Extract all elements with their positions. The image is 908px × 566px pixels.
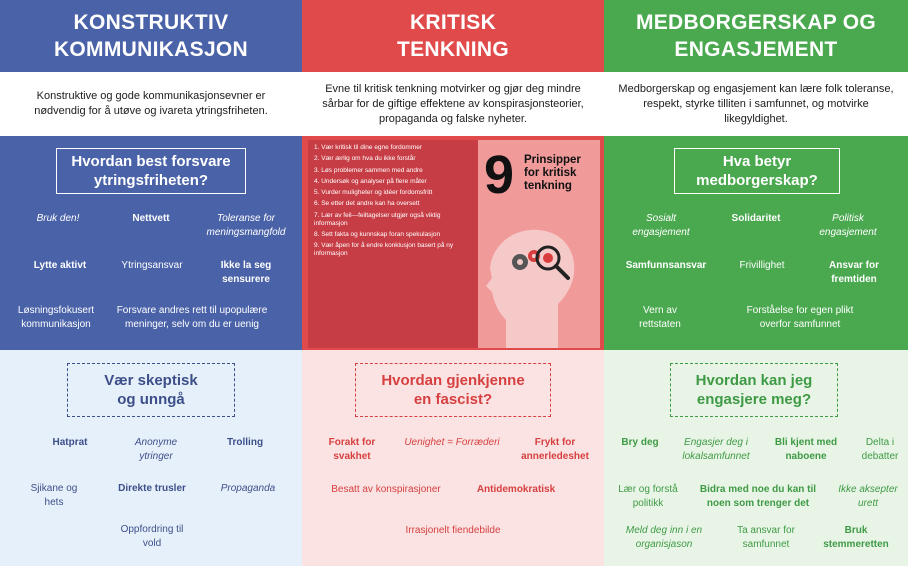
intro-text: Evne til kritisk tenkning motvirker og g… — [302, 72, 604, 136]
item-besatt-konspirasjoner: Besatt av konspirasjoner — [331, 484, 441, 495]
principle-7: 7. Lær av feil—feiltagelser utgjør også … — [314, 211, 441, 227]
column-header: MEDBORGERSKAP OG ENGASJEMENT — [604, 0, 908, 72]
nine-number: 9 — [484, 145, 515, 205]
item-oppfordring-vold: Oppfordring til vold — [120, 524, 184, 549]
item-politisk-engasjement: Politisk engasjement — [819, 213, 877, 238]
item-delta-debatter: Delta i debatter — [861, 437, 899, 462]
item-nettvett: Nettvett — [132, 213, 170, 224]
principles-title: Prinsipper for kritisk tenkning — [524, 154, 581, 192]
section-title-box: Hvordan kan jeg engasjere meg? — [670, 363, 838, 417]
item-bruk-stemmeretten: Bruk stemmeretten — [823, 525, 889, 550]
column-header: KONSTRUKTIV KOMMUNIKASJON — [0, 0, 302, 72]
item-solidaritet: Solidaritet — [731, 213, 781, 224]
item-frivillighet: Frivillighet — [739, 260, 785, 271]
item-meld-deg-inn: Meld deg inn i en organisjason — [625, 525, 703, 550]
item-samfunnsansvar: Samfunnsansvar — [625, 260, 707, 271]
intro-text: Medborgerskap og engasjement kan lære fo… — [604, 72, 908, 136]
principles-illustration-panel: 9 Prinsipper for kritisk tenkning — [478, 140, 600, 348]
item-irrasjonelt-fiendebilde: Irrasjonelt fiendebilde — [405, 525, 501, 536]
middle-section: 1. Vær kritisk til dine egne fordommer 2… — [302, 136, 604, 350]
header-line-1: KONSTRUKTIV — [73, 11, 229, 34]
item-ta-ansvar: Ta ansvar for samfunnet — [737, 525, 795, 550]
item-vern-rettstaten: Vern av rettstaten — [639, 305, 681, 330]
item-engasjer-lokalsamfunnet: Engasjer deg i lokalsamfunnet — [682, 437, 750, 462]
item-bry-deg: Bry deg — [621, 437, 659, 448]
item-forsvare-andres-rett: Forsvare andres rett til upopulære menin… — [116, 305, 268, 330]
section-title: Hvordan kan jeg engasjere meg? — [695, 372, 813, 408]
bottom-section: Vær skeptisk og unngå Hatprat Anonyme yt… — [0, 350, 302, 566]
item-bli-kjent-naboene: Bli kjent med naboene — [774, 437, 838, 462]
principles-list: 1. Vær kritisk til dine egne fordommer 2… — [308, 140, 478, 348]
section-title-box: Hvordan best forsvare ytringsfriheten? — [56, 148, 246, 194]
item-ikke-sensurere: Ikke la seg sensurere — [220, 260, 272, 285]
header-line-2: TENKNING — [396, 38, 510, 61]
magnifier-icon — [535, 245, 570, 280]
item-forakt-svakhet: Forakt for svakhet — [328, 437, 376, 462]
principle-8: 8. Sett fakta og kunnskap foran spekulas… — [314, 231, 441, 239]
item-antidemokratisk: Antidemokratisk — [476, 484, 556, 495]
section-title-box: Hva betyr medborgerskap? — [674, 148, 840, 194]
principle-4: 4. Undersøk og analyser på flere måter — [314, 177, 427, 185]
principle-6: 6. Se etter det andre kan ha oversett — [314, 200, 420, 208]
item-bruk-den: Bruk den! — [36, 213, 80, 224]
header-line-1: MEDBORGERSKAP OG — [635, 11, 877, 34]
header-line-2: KOMMUNIKASJON — [53, 38, 249, 61]
header-line-2: ENGASJEMENT — [674, 38, 838, 61]
head-silhouette-icon — [486, 229, 575, 348]
item-sosialt-engasjement: Sosialt engasjement — [632, 213, 690, 238]
item-ytringsansvar: Ytringsansvar — [121, 260, 183, 271]
section-title: Hva betyr medborgerskap? — [696, 153, 818, 189]
bottom-section: Hvordan gjenkjenne en fascist? Forakt fo… — [302, 350, 604, 566]
principle-2: 2. Vær ærlig om hva du ikke forstår — [314, 155, 416, 163]
item-toleranse: Toleranse for meningsmangfold — [206, 213, 286, 238]
middle-section: Hvordan best forsvare ytringsfriheten? B… — [0, 136, 302, 350]
column-header: KRITISK TENKNING — [302, 0, 604, 72]
item-losningsfokusert: Løsningsfokusert kommunikasjon — [17, 305, 95, 330]
principle-5: 5. Vurder muligheter og idéer fordomsfri… — [314, 189, 433, 197]
principle-1: 1. Vær kritisk til dine egne fordommer — [314, 144, 423, 151]
item-hatprat: Hatprat — [52, 437, 88, 448]
column-kritisk-tenkning: KRITISK TENKNING Evne til kritisk tenkni… — [302, 0, 604, 566]
intro-text: Konstruktive og gode kommunikasjonsevner… — [0, 72, 302, 136]
header-line-1: KRITISK — [409, 11, 497, 34]
section-title: Hvordan gjenkjenne en fascist? — [381, 372, 525, 408]
section-title-box: Hvordan gjenkjenne en fascist? — [355, 363, 551, 417]
principle-9: 9. Vær åpen for å endre konklusjon baser… — [314, 242, 454, 258]
item-trolling: Trolling — [226, 437, 264, 448]
middle-section: Hva betyr medborgerskap? Sosialt engasje… — [604, 136, 908, 350]
item-propaganda: Propaganda — [220, 483, 276, 494]
column-medborgerskap: MEDBORGERSKAP OG ENGASJEMENT Medborgersk… — [604, 0, 908, 566]
item-sjikane: Sjikane og hets — [30, 483, 78, 508]
item-anonyme-ytringer: Anonyme ytringer — [134, 437, 178, 462]
section-title-box: Vær skeptisk og unngå — [67, 363, 235, 417]
item-forstaaelse-plikt: Forståelse for egen plikt overfor samfun… — [746, 305, 854, 330]
item-frykt-annerledeshet: Frykt for annerledeshet — [521, 437, 589, 462]
principle-3: 3. Løs problemer sammen med andre — [314, 166, 423, 174]
section-title: Hvordan best forsvare ytringsfriheten? — [71, 153, 231, 189]
item-lytte-aktivt: Lytte aktivt — [33, 260, 87, 271]
section-title: Vær skeptisk og unngå — [104, 372, 198, 408]
item-laer-politikk: Lær og forstå politikk — [618, 484, 678, 509]
item-ansvar-fremtiden: Ansvar for fremtiden — [828, 260, 879, 285]
item-ikke-aksepter-urett: Ikke aksepter urett — [838, 484, 898, 509]
bottom-section: Hvordan kan jeg engasjere meg? Bry deg E… — [604, 350, 908, 566]
item-direkte-trusler: Direkte trusler — [118, 483, 186, 494]
item-uenighet-forraederi: Uenighet = Forræderi — [404, 437, 500, 448]
column-konstruktiv-kommunikasjon: KONSTRUKTIV KOMMUNIKASJON Konstruktive o… — [0, 0, 302, 566]
item-bidra-med-noe: Bidra med noe du kan til noen som trenge… — [699, 484, 817, 509]
